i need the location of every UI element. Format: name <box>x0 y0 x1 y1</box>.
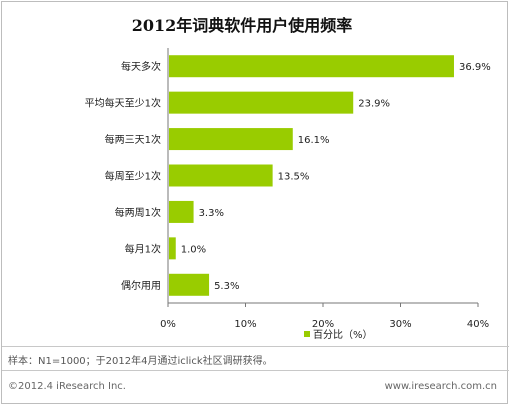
legend-label: 百分比（%） <box>313 329 373 341</box>
footer-divider-bottom <box>2 370 509 371</box>
bar <box>169 273 210 296</box>
copyright-text: ©2012.4 iResearch Inc. <box>8 381 126 392</box>
category-label: 每两三天1次 <box>105 133 161 146</box>
category-label: 偶尔用用 <box>121 279 161 292</box>
sample-note: 样本：N1=1000；于2012年4月通过iclick社区调研获得。 <box>8 356 273 367</box>
value-label: 16.1% <box>298 135 330 146</box>
value-label: 1.0% <box>181 244 206 255</box>
x-tick-label: 30% <box>389 319 411 330</box>
category-label: 每天多次 <box>121 60 161 73</box>
bar-series <box>169 55 454 296</box>
bar <box>169 91 354 114</box>
category-label: 每月1次 <box>125 242 161 255</box>
legend-swatch <box>304 331 310 337</box>
bar <box>169 128 293 151</box>
bar <box>169 55 454 78</box>
x-axis-ticks: 0% 10% 20% 30% 40% <box>160 303 489 330</box>
category-label: 每周至少1次 <box>105 170 161 183</box>
category-label: 每两周1次 <box>115 206 161 219</box>
category-label: 平均每天至少1次 <box>85 97 161 110</box>
chart-title: 2012年词典软件用户使用频率 <box>132 16 353 35</box>
site-url: www.iresearch.com.cn <box>384 381 497 392</box>
value-label: 3.3% <box>199 208 224 219</box>
footer-divider-top <box>2 346 509 347</box>
value-label: 36.9% <box>459 62 491 73</box>
value-labels: 36.9% 23.9% 16.1% 13.5% 3.3% 1.0% 5.3% <box>181 62 491 292</box>
legend: 百分比（%） <box>304 329 373 341</box>
bar <box>169 237 176 260</box>
bar <box>169 200 194 223</box>
value-label: 13.5% <box>278 172 310 183</box>
value-label: 23.9% <box>358 99 390 110</box>
bar <box>169 164 273 187</box>
x-tick-label: 0% <box>160 319 176 330</box>
value-label: 5.3% <box>214 281 239 292</box>
x-tick-label: 40% <box>467 319 489 330</box>
x-tick-label: 20% <box>312 319 334 330</box>
x-tick-label: 10% <box>234 319 256 330</box>
